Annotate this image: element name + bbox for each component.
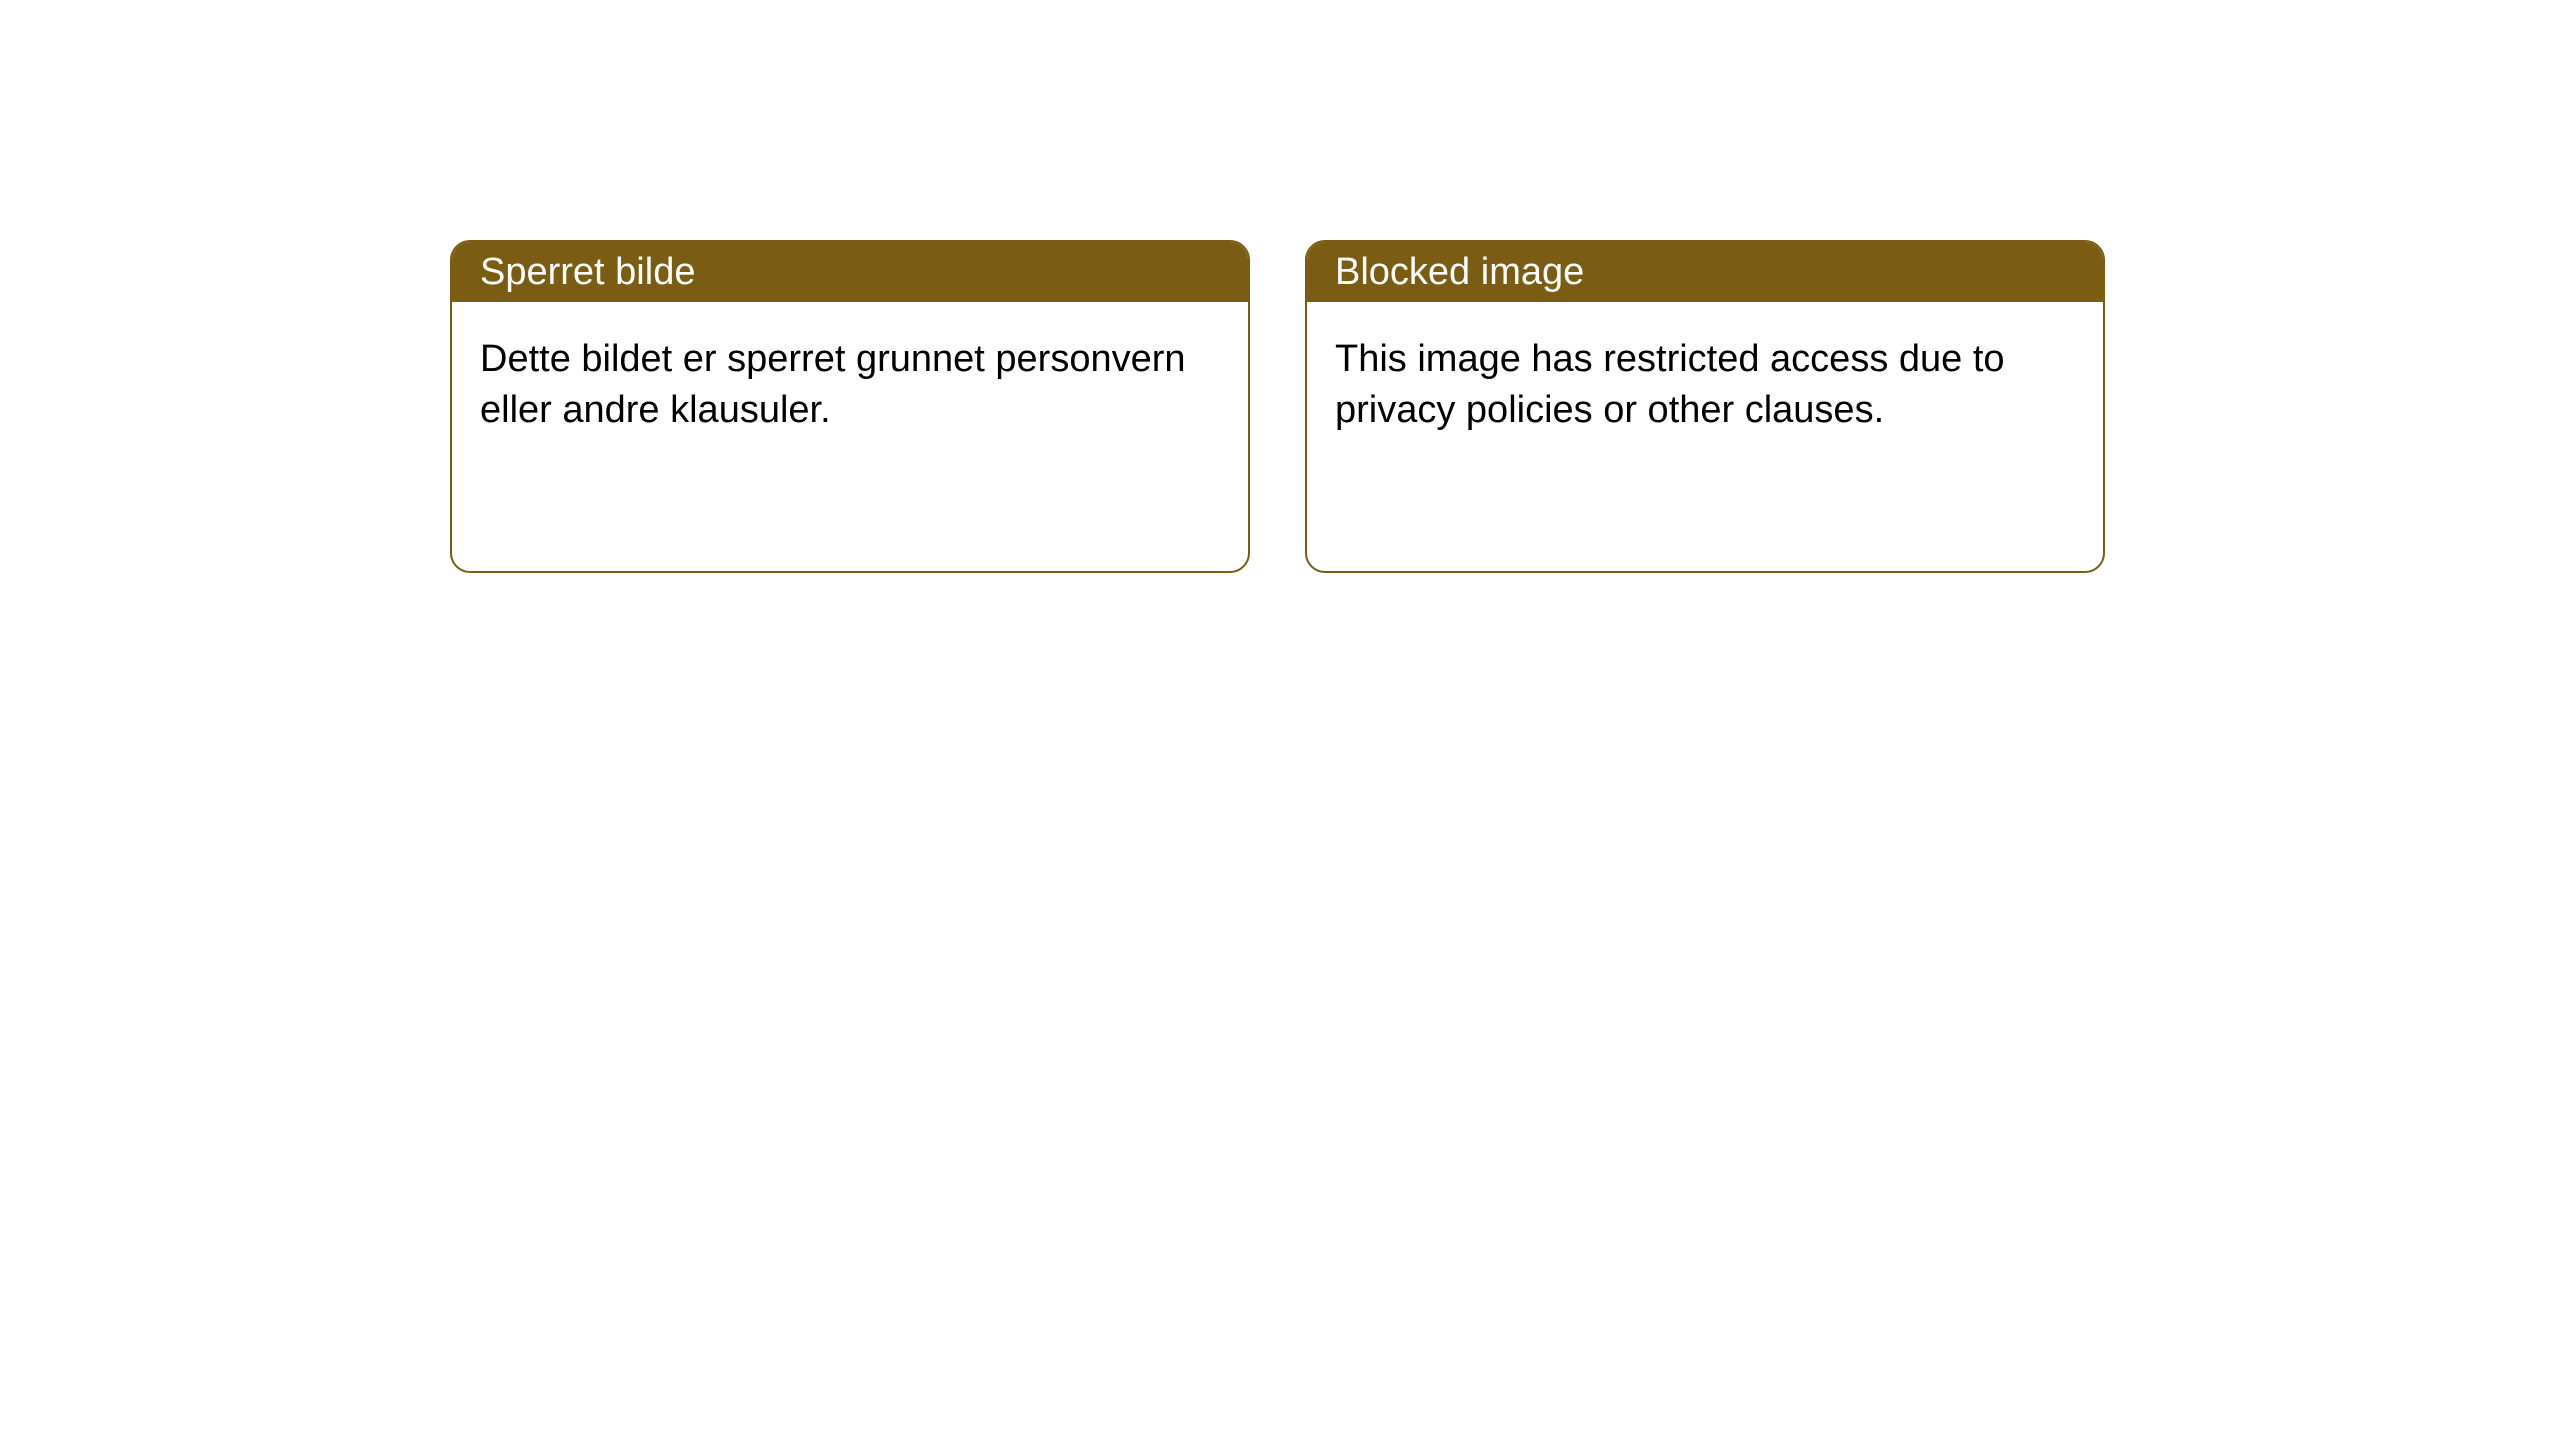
notice-body: Dette bildet er sperret grunnet personve… <box>452 302 1248 469</box>
notice-title: Sperret bilde <box>452 242 1248 302</box>
notice-container: Sperret bilde Dette bildet er sperret gr… <box>0 0 2560 573</box>
notice-card-english: Blocked image This image has restricted … <box>1305 240 2105 573</box>
notice-title: Blocked image <box>1307 242 2103 302</box>
notice-body: This image has restricted access due to … <box>1307 302 2103 469</box>
notice-card-norwegian: Sperret bilde Dette bildet er sperret gr… <box>450 240 1250 573</box>
